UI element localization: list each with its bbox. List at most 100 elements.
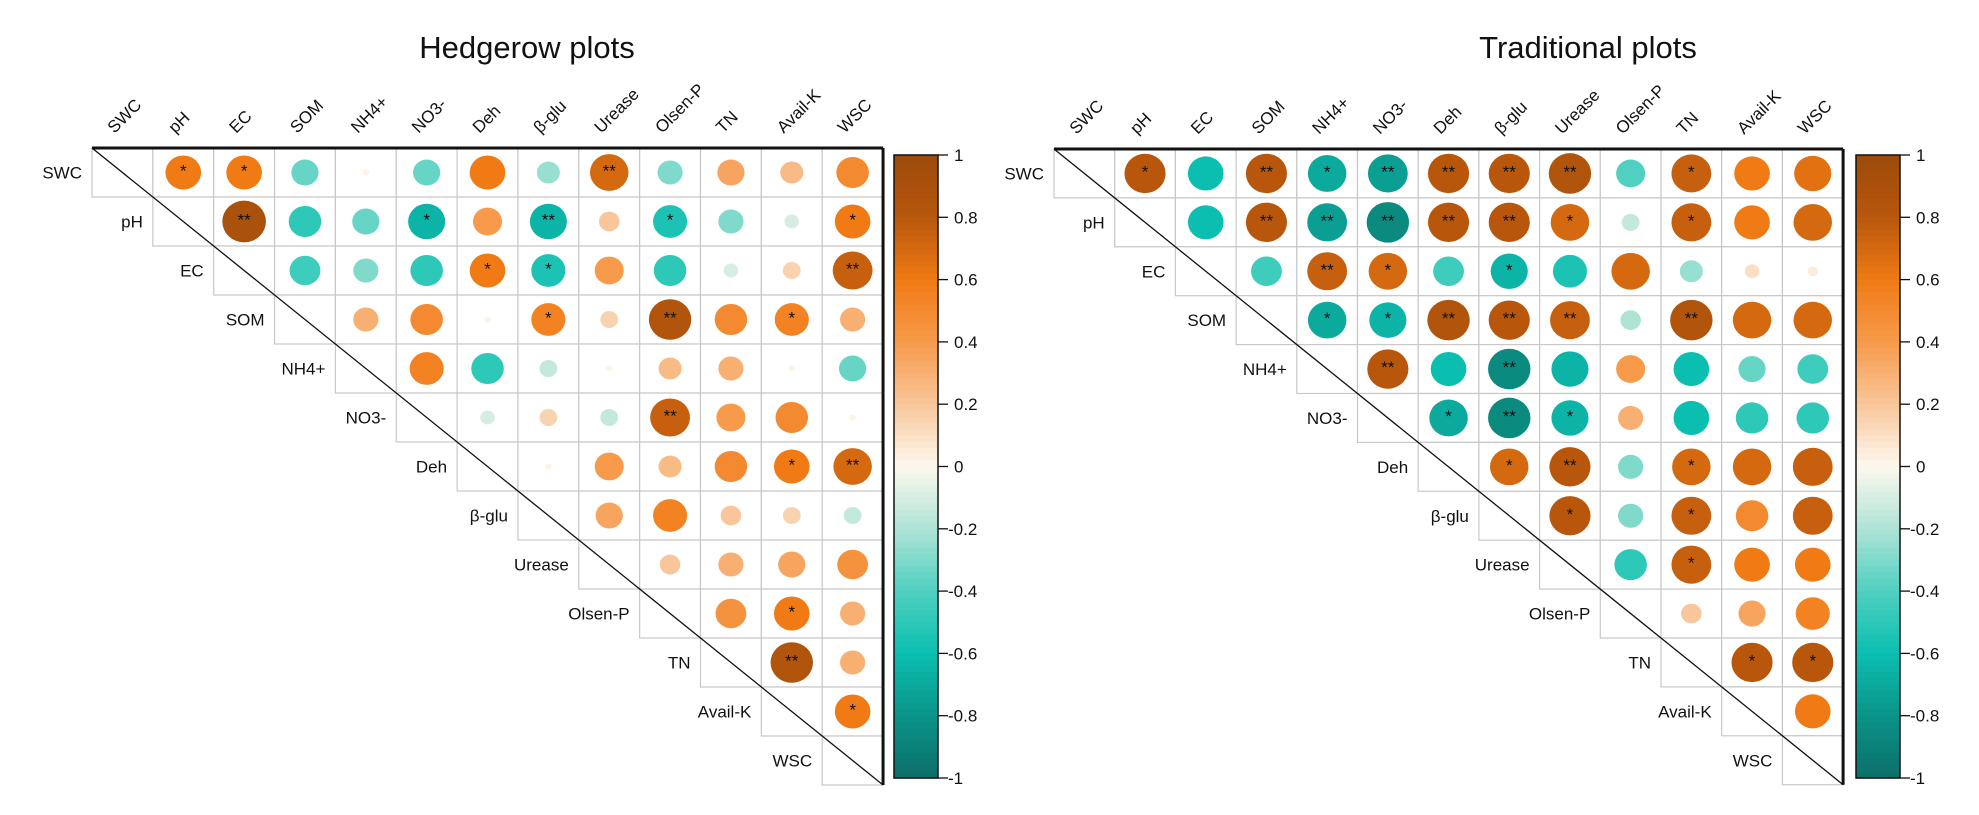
colorbar-segment	[894, 703, 938, 711]
colorbar-segment	[1856, 441, 1900, 449]
colorbar-segment	[894, 647, 938, 654]
colorbar-segment	[894, 435, 938, 443]
colorbar-segment	[894, 235, 938, 243]
colorbar-tick-label: 0.2	[1916, 395, 1940, 414]
correlation-circle	[770, 642, 813, 683]
row-label: NO3-	[1307, 409, 1348, 428]
row-label: NO3-	[346, 409, 387, 428]
colorbar-segment	[894, 566, 938, 574]
correlation-circle	[1611, 252, 1650, 290]
colorbar-segment	[894, 304, 938, 312]
correlation-circle	[1679, 260, 1703, 283]
grid-cell	[699, 490, 762, 541]
correlation-circle	[469, 155, 506, 190]
significance-mark: *	[1445, 407, 1452, 426]
colorbar-segment	[1856, 721, 1900, 729]
colorbar-segment	[1856, 186, 1900, 193]
colorbar-segment	[894, 454, 938, 461]
correlation-circle	[1549, 447, 1591, 487]
colorbar-segment	[894, 211, 938, 218]
correlation-circle	[1671, 154, 1712, 193]
colorbar-segment	[1856, 659, 1900, 667]
colorbar-segment	[894, 379, 938, 387]
correlation-circle	[836, 156, 869, 189]
correlation-circle	[1368, 252, 1408, 290]
colorbar-segment	[894, 385, 938, 393]
correlation-circle	[780, 161, 804, 184]
correlation-circle	[834, 694, 871, 729]
colorbar-segment	[894, 179, 938, 187]
significance-mark: *	[1385, 309, 1392, 328]
colorbar-segment	[894, 553, 938, 561]
correlation-circle	[839, 355, 867, 382]
colorbar-tick-label: 0.8	[1916, 208, 1940, 227]
column-label: SWC	[104, 95, 145, 136]
correlation-circle	[657, 160, 683, 185]
correlation-circle	[1621, 213, 1640, 231]
significance-mark: **	[1260, 162, 1274, 181]
significance-mark: *	[1749, 651, 1756, 670]
colorbar-segment	[894, 684, 938, 692]
significance-mark: *	[1506, 260, 1513, 279]
colorbar-segment	[894, 672, 938, 679]
column-label: Olsen-P	[1612, 81, 1669, 138]
row-label: Olsen-P	[568, 605, 629, 624]
colorbar-segment	[894, 547, 938, 555]
correlation-circle	[1671, 496, 1712, 535]
correlation-circle	[775, 401, 809, 434]
grid-cell	[821, 637, 884, 688]
significance-mark: **	[1381, 358, 1395, 377]
row-label: Deh	[1377, 458, 1408, 477]
colorbar-segment	[1856, 204, 1900, 212]
correlation-circle	[545, 463, 552, 470]
colorbar-segment	[1856, 491, 1900, 499]
colorbar-segment	[894, 285, 938, 293]
correlation-circle	[653, 499, 688, 532]
colorbar-segment	[894, 360, 938, 368]
row-label: Avail-K	[698, 703, 752, 722]
colorbar-segment	[894, 161, 938, 169]
column-label: NO3-	[408, 95, 450, 137]
colorbar-segment	[894, 292, 938, 299]
colorbar-segment	[1856, 535, 1900, 542]
correlation-circle	[653, 205, 688, 238]
correlation-circle	[1552, 254, 1588, 288]
correlation-circle	[837, 549, 869, 580]
significance-mark: *	[241, 162, 248, 181]
colorbar-segment	[1856, 385, 1900, 393]
colorbar-tick-label: -0.8	[948, 707, 977, 726]
colorbar-segment	[1856, 242, 1900, 250]
colorbar-segment	[1856, 497, 1900, 505]
colorbar-segment	[894, 640, 938, 648]
colorbar-segment	[894, 354, 938, 362]
significance-mark: *	[1688, 162, 1695, 181]
colorbar-segment	[1856, 316, 1900, 324]
correlation-circle	[1488, 153, 1530, 194]
correlation-circle	[773, 449, 810, 484]
colorbar-segment	[1856, 510, 1900, 517]
correlation-circle	[600, 408, 619, 427]
colorbar-segment	[894, 341, 938, 349]
colorbar-tick-label: -0.6	[1910, 644, 1939, 663]
significance-mark: *	[1142, 162, 1149, 181]
correlation-circle	[595, 502, 623, 529]
colorbar-segment	[894, 528, 938, 536]
row-label: WSC	[773, 752, 813, 771]
colorbar-segment	[1856, 559, 1900, 567]
colorbar-segment	[894, 721, 938, 729]
correlation-circle	[165, 155, 202, 190]
significance-mark: **	[1563, 456, 1577, 475]
colorbar-segment	[1856, 198, 1900, 206]
colorbar-segment	[894, 697, 938, 704]
correlation-circle	[1307, 203, 1348, 242]
correlation-circle	[1245, 202, 1288, 243]
colorbar-segment	[894, 373, 938, 380]
colorbar-segment	[1856, 516, 1900, 524]
colorbar-segment	[1856, 373, 1900, 380]
correlation-circle	[723, 263, 739, 278]
colorbar-segment	[1856, 640, 1900, 648]
column-label: Urease	[591, 85, 643, 137]
correlation-circle	[589, 154, 629, 191]
column-label: WSC	[834, 95, 875, 136]
correlation-circle	[1618, 503, 1644, 528]
